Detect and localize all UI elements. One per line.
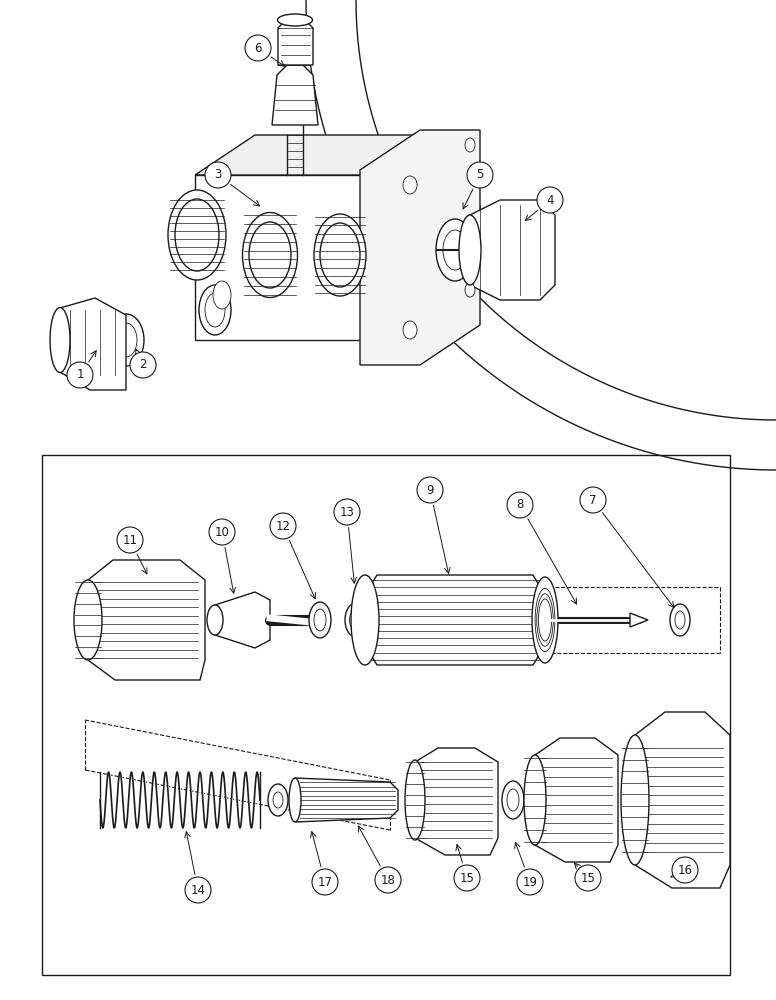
Ellipse shape [502, 781, 524, 819]
Circle shape [67, 362, 93, 388]
Polygon shape [630, 613, 648, 627]
Ellipse shape [175, 199, 219, 271]
Circle shape [575, 865, 601, 891]
Circle shape [375, 867, 401, 893]
Text: 16: 16 [677, 863, 692, 876]
Ellipse shape [199, 285, 231, 335]
Circle shape [185, 877, 211, 903]
Text: 12: 12 [275, 520, 290, 532]
Ellipse shape [351, 575, 379, 665]
Ellipse shape [207, 605, 223, 635]
Ellipse shape [314, 214, 366, 296]
Ellipse shape [168, 190, 226, 280]
Ellipse shape [50, 308, 70, 372]
Ellipse shape [670, 604, 690, 636]
Ellipse shape [621, 735, 649, 865]
Circle shape [245, 35, 271, 61]
Text: 4: 4 [546, 194, 554, 207]
Ellipse shape [507, 789, 519, 811]
Text: 14: 14 [190, 884, 206, 896]
Polygon shape [272, 65, 318, 125]
Polygon shape [365, 575, 545, 665]
Text: 19: 19 [522, 876, 538, 888]
Circle shape [454, 865, 480, 891]
Text: 2: 2 [139, 359, 147, 371]
Text: 3: 3 [214, 168, 222, 182]
Circle shape [334, 499, 360, 525]
Polygon shape [195, 175, 390, 340]
Ellipse shape [675, 611, 685, 629]
Circle shape [130, 352, 156, 378]
Ellipse shape [443, 230, 467, 270]
Polygon shape [60, 298, 126, 390]
Ellipse shape [345, 603, 365, 637]
Polygon shape [195, 135, 450, 175]
Text: 15: 15 [459, 871, 474, 884]
Text: 13: 13 [340, 506, 355, 518]
Ellipse shape [320, 223, 360, 287]
Text: 6: 6 [255, 41, 262, 54]
Text: 15: 15 [580, 871, 595, 884]
Circle shape [117, 527, 143, 553]
Ellipse shape [403, 321, 417, 339]
Circle shape [417, 477, 443, 503]
Ellipse shape [436, 219, 474, 281]
Ellipse shape [289, 778, 301, 822]
Ellipse shape [465, 283, 475, 297]
Circle shape [580, 487, 606, 513]
Polygon shape [390, 135, 450, 340]
Circle shape [537, 187, 563, 213]
Circle shape [467, 162, 493, 188]
Ellipse shape [459, 215, 481, 285]
Ellipse shape [249, 222, 291, 288]
Ellipse shape [405, 760, 425, 840]
Ellipse shape [532, 577, 558, 663]
Ellipse shape [403, 176, 417, 194]
Text: 17: 17 [317, 876, 332, 888]
Ellipse shape [278, 14, 313, 26]
Polygon shape [470, 200, 555, 300]
Polygon shape [88, 560, 205, 680]
Ellipse shape [349, 610, 361, 630]
Ellipse shape [74, 580, 102, 660]
Ellipse shape [309, 602, 331, 638]
Ellipse shape [108, 314, 144, 366]
Polygon shape [215, 592, 270, 648]
Polygon shape [278, 20, 313, 65]
Polygon shape [535, 738, 618, 862]
Polygon shape [415, 748, 498, 855]
Ellipse shape [115, 323, 137, 357]
Text: 1: 1 [76, 368, 84, 381]
Circle shape [312, 869, 338, 895]
Ellipse shape [524, 755, 546, 845]
Ellipse shape [213, 281, 231, 309]
Ellipse shape [314, 609, 326, 631]
Circle shape [517, 869, 543, 895]
Text: 7: 7 [589, 493, 597, 506]
Polygon shape [635, 712, 730, 888]
Circle shape [507, 492, 533, 518]
Circle shape [270, 513, 296, 539]
Polygon shape [360, 130, 480, 365]
Circle shape [672, 857, 698, 883]
Ellipse shape [273, 792, 283, 808]
Ellipse shape [268, 784, 288, 816]
Ellipse shape [465, 138, 475, 152]
Circle shape [209, 519, 235, 545]
Text: 5: 5 [476, 168, 483, 182]
Ellipse shape [205, 293, 225, 327]
Text: 8: 8 [516, 498, 524, 512]
Circle shape [205, 162, 231, 188]
Text: 10: 10 [214, 526, 230, 538]
Text: 9: 9 [426, 484, 434, 496]
Text: 11: 11 [123, 534, 137, 546]
Ellipse shape [242, 213, 297, 298]
Polygon shape [295, 778, 398, 822]
Text: 18: 18 [380, 874, 396, 886]
